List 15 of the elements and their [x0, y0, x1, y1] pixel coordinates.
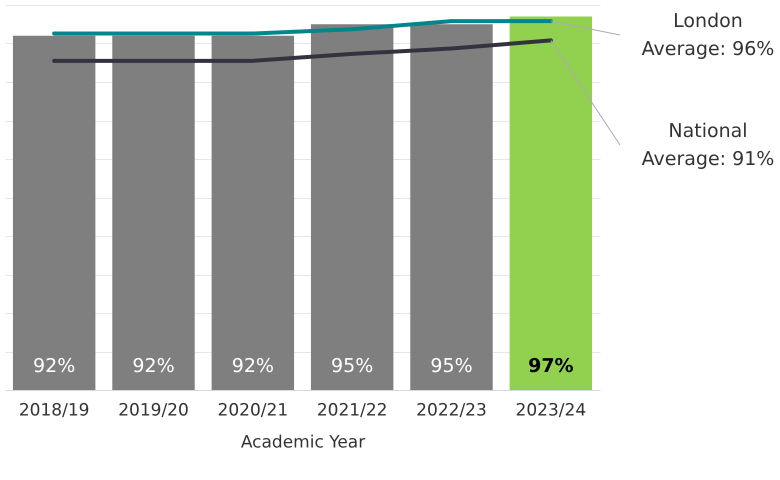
data-label: 97%: [528, 355, 574, 377]
x-tick-label: 2019/20: [118, 400, 189, 420]
text: National Average: 91%: [642, 120, 774, 170]
text: London Average: 96%: [642, 10, 774, 60]
data-label: 92%: [33, 355, 76, 377]
x-tick-label: 2023/24: [516, 400, 586, 420]
x-tick-label: 2021/22: [316, 400, 388, 420]
x-tick-label: 2022/23: [416, 400, 487, 420]
x-axis-title: Academic Year: [240, 432, 366, 452]
data-label: 95%: [430, 355, 473, 377]
data-label: 92%: [232, 355, 274, 377]
x-tick-label: 2018/19: [18, 400, 90, 420]
data-label: 95%: [331, 355, 374, 377]
x-tick-label: 2020/21: [218, 400, 288, 420]
data-label: 92%: [132, 355, 175, 377]
